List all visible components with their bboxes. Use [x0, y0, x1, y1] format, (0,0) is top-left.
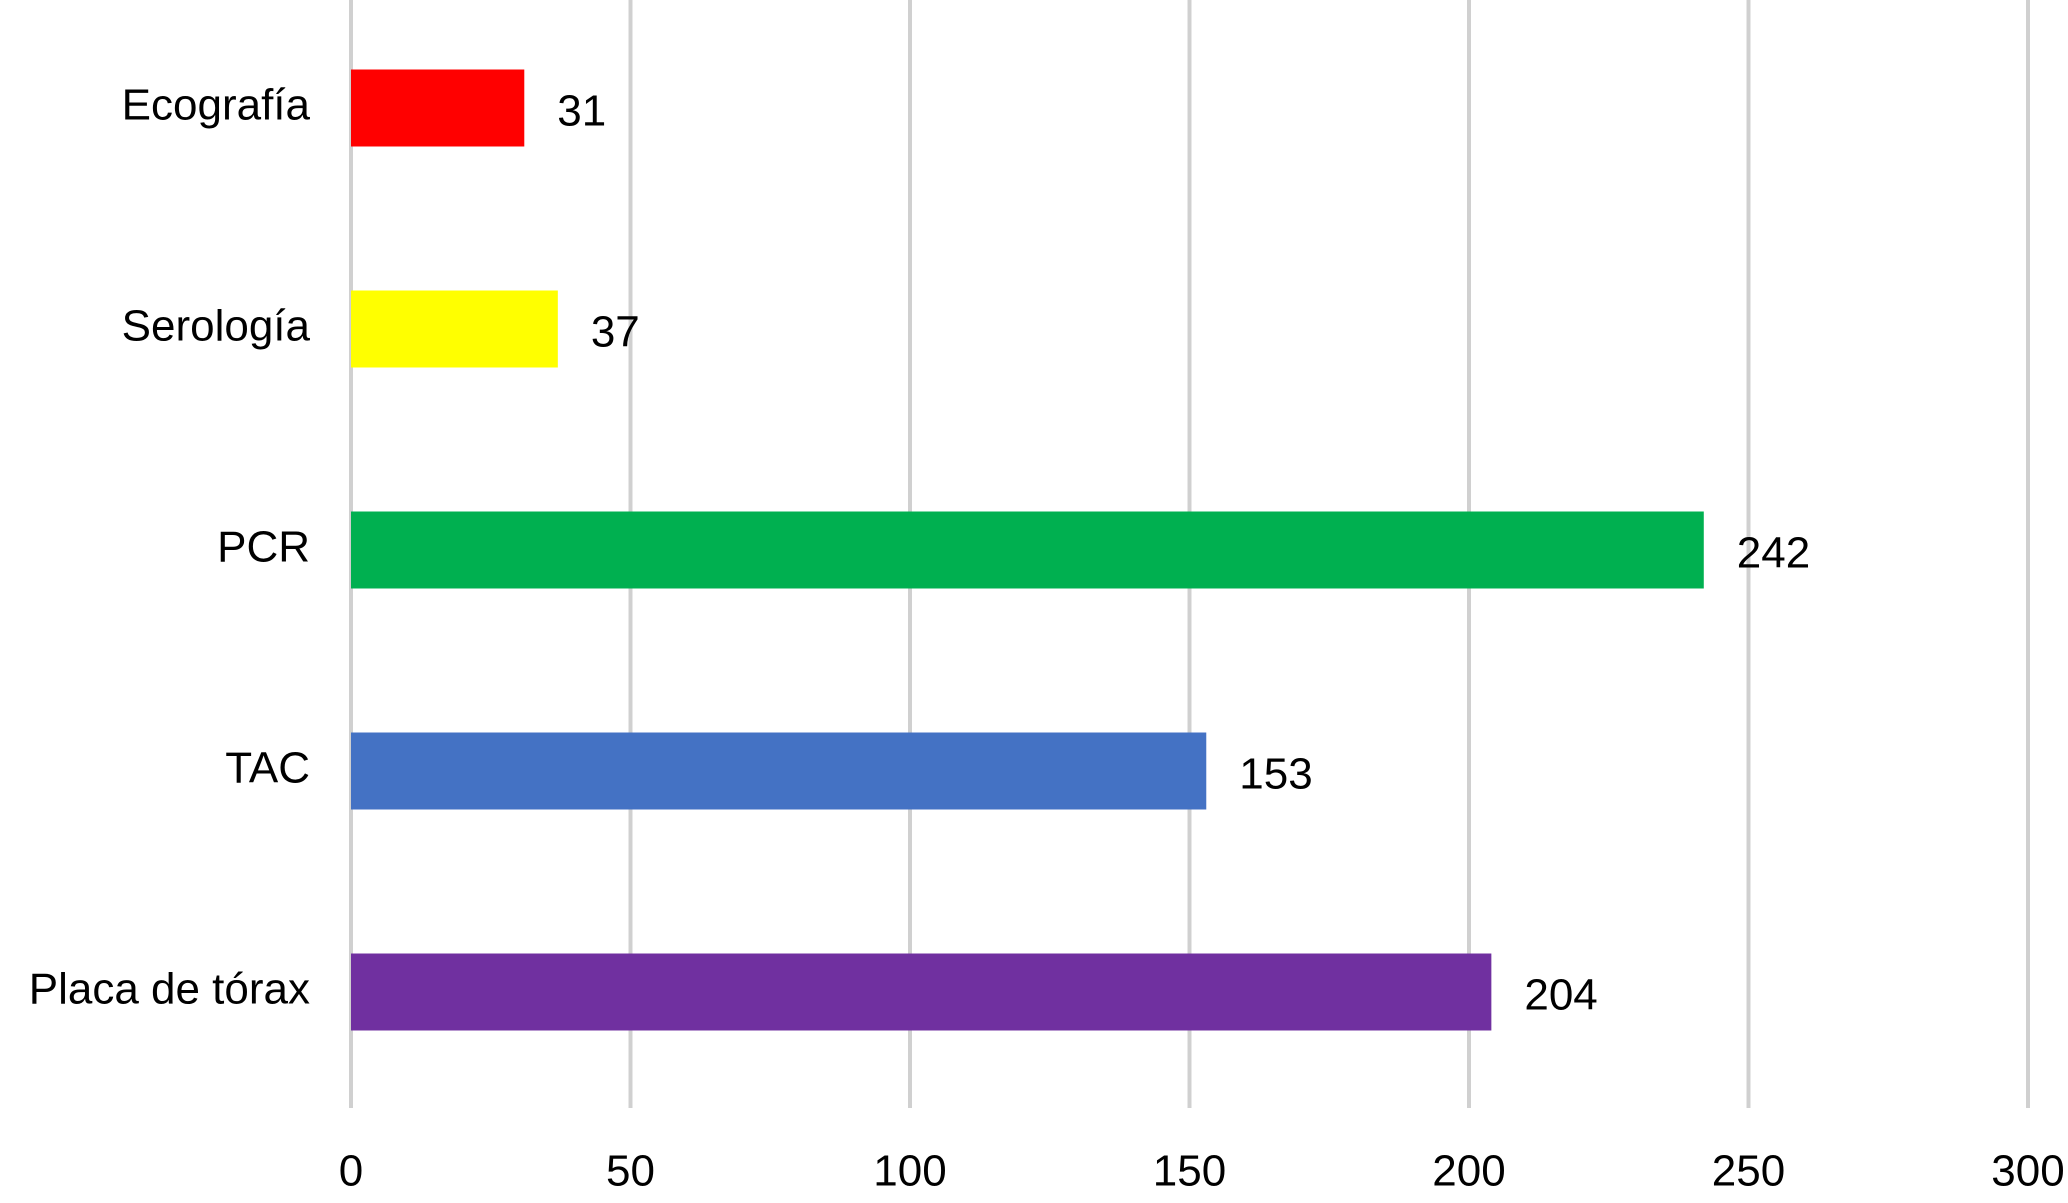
y-tick-label: TAC	[225, 744, 310, 793]
x-tick-label: 200	[1432, 1147, 1505, 1196]
bar	[351, 732, 1207, 810]
value-label: 204	[1524, 971, 1597, 1020]
x-tick-label: 0	[339, 1147, 363, 1196]
value-label: 37	[591, 308, 640, 357]
y-tick-label: Serología	[122, 302, 311, 351]
x-tick-label: 100	[873, 1147, 946, 1196]
y-tick-label: Ecografía	[122, 81, 311, 130]
y-tick-label: Placa de tórax	[29, 965, 310, 1014]
value-label: 153	[1239, 750, 1312, 799]
y-tick-label: PCR	[217, 523, 310, 572]
bar	[351, 511, 1704, 589]
bar	[351, 69, 525, 147]
x-tick-label: 300	[1991, 1147, 2064, 1196]
bar	[351, 953, 1492, 1031]
x-tick-label: 250	[1712, 1147, 1785, 1196]
bar	[351, 290, 558, 368]
value-label: 31	[557, 87, 606, 136]
x-tick-label: 150	[1153, 1147, 1226, 1196]
value-label: 242	[1737, 529, 1810, 578]
x-tick-label: 50	[606, 1147, 655, 1196]
